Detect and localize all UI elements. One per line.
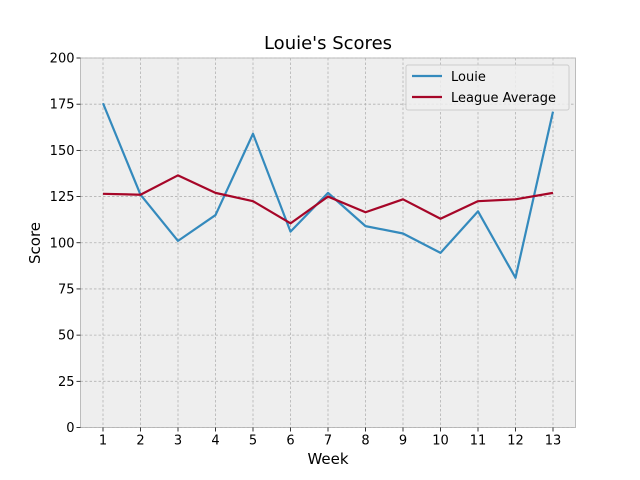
y-tick-label: 200 (50, 52, 75, 67)
legend-label-league-average: League Average (451, 91, 556, 106)
legend-label-louie: Louie (451, 70, 486, 85)
series-line-louie (101, 102, 555, 279)
x-tick-label: 8 (361, 434, 369, 449)
legend: Louie League Average (405, 64, 570, 111)
y-axis-ticks: 0 25 50 75 100 125 150 175 200 (50, 52, 81, 436)
x-tick-label: 1 (99, 434, 107, 449)
x-tick-label: 4 (211, 434, 219, 449)
grid-lines (80, 57, 576, 428)
x-tick-label: 6 (286, 434, 294, 449)
x-tick-label: 10 (432, 434, 449, 449)
y-tick-label: 175 (50, 98, 75, 113)
x-tick-label: 12 (507, 434, 524, 449)
y-tick-label: 125 (50, 190, 75, 205)
y-tick-label: 0 (66, 421, 74, 436)
y-axis-title: Score (26, 222, 44, 264)
chart-title: Louie's Scores (264, 33, 392, 54)
y-tick-label: 75 (58, 282, 75, 297)
x-tick-label: 7 (324, 434, 332, 449)
x-tick-label: 13 (545, 434, 562, 449)
x-tick-label: 2 (136, 434, 144, 449)
series-line-league-average (102, 174, 554, 225)
y-tick-label: 25 (58, 375, 75, 390)
y-tick-label: 50 (58, 329, 75, 344)
x-axis-ticks: 1 2 3 4 5 6 7 8 9 10 11 12 13 (99, 427, 562, 449)
x-tick-label: 5 (249, 434, 257, 449)
y-tick-label: 100 (50, 236, 75, 251)
legend-box (405, 64, 570, 111)
x-tick-label: 11 (470, 434, 487, 449)
x-tick-label: 3 (174, 434, 182, 449)
x-tick-label: 9 (399, 434, 407, 449)
x-axis-title: Week (307, 450, 348, 468)
series-lines (101, 102, 555, 279)
y-tick-label: 150 (50, 144, 75, 159)
